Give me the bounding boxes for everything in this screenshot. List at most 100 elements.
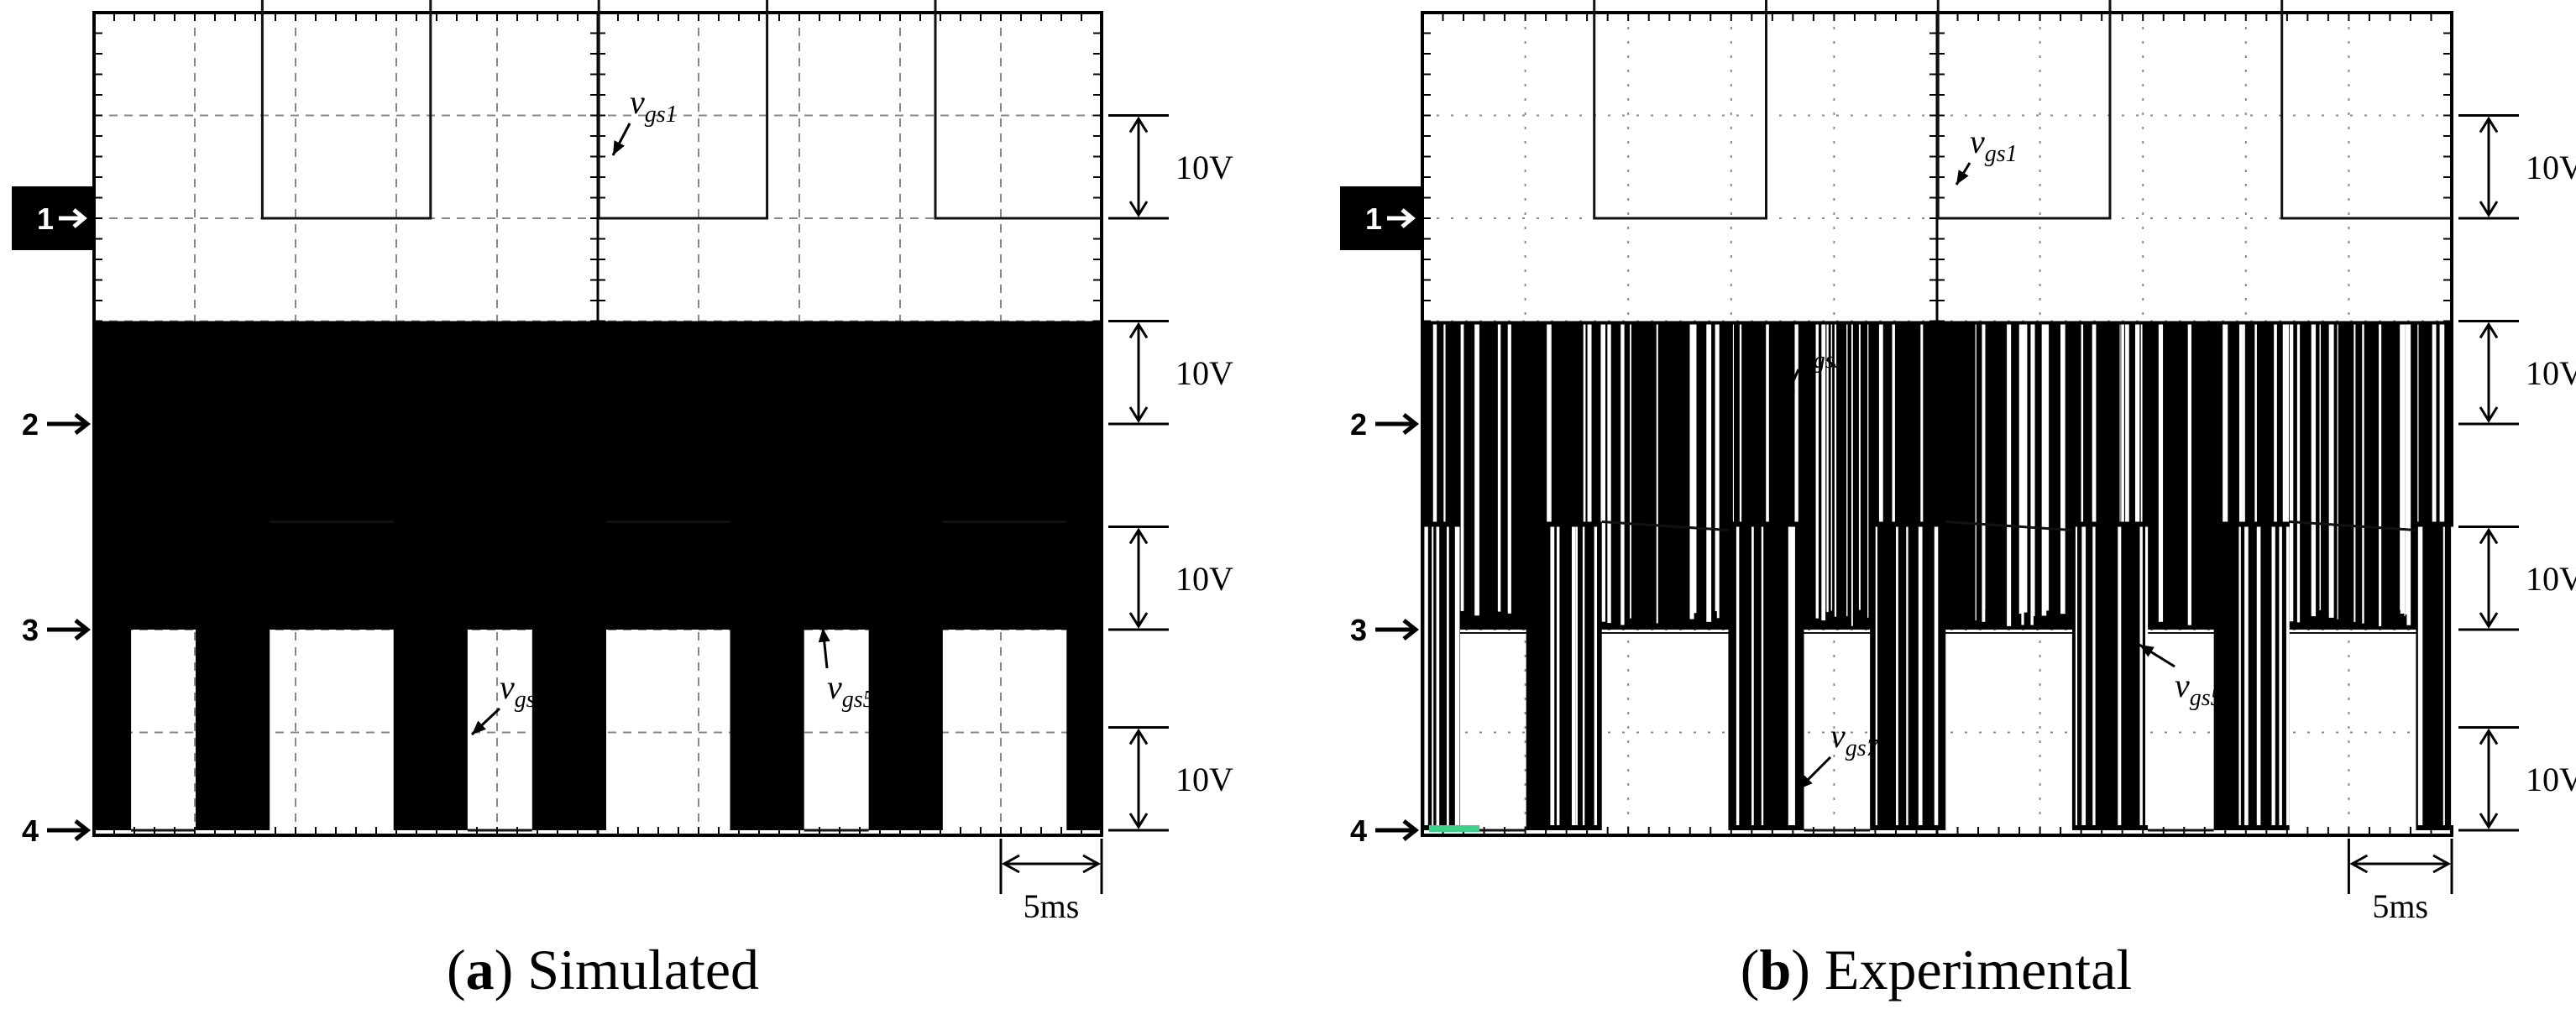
pwm-gap xyxy=(2285,526,2290,825)
amplitude-scale: 10V xyxy=(1108,114,1233,220)
channel-2-marker: 2 xyxy=(22,407,92,442)
pwm-gap xyxy=(1766,324,1769,626)
signal-symbol: v xyxy=(1798,329,1814,367)
amplitude-scale-label: 10V xyxy=(1175,354,1233,392)
panel-caption: (a) Simulated xyxy=(447,938,759,1001)
pwm-gap xyxy=(1607,324,1611,624)
signal-subscript: gs7 xyxy=(515,687,548,713)
pwm-gap xyxy=(2032,324,2035,617)
amplitude-scale-label: 10V xyxy=(1175,560,1233,598)
pwm-gap xyxy=(2023,324,2028,613)
pwm-gap xyxy=(1460,324,1464,611)
pwm-gap xyxy=(1550,526,1555,825)
pwm-gap xyxy=(1830,324,1833,611)
pwm-gap xyxy=(1896,526,1898,825)
pwm-gap xyxy=(1443,324,1446,621)
pwm-gap xyxy=(2140,324,2143,614)
pwm-gap xyxy=(2125,324,2129,626)
pwm-gap xyxy=(2353,324,2356,622)
arrowhead-icon xyxy=(1798,775,1813,789)
double-arrow-icon xyxy=(1128,116,1149,217)
pwm-gap xyxy=(2139,526,2143,825)
caption-open: ( xyxy=(1741,938,1760,1001)
pwm-gap xyxy=(1906,526,1908,825)
pwm-gap xyxy=(1557,526,1560,825)
pwm-gap xyxy=(1851,324,1853,626)
amplitude-scale: 10V xyxy=(2458,526,2576,631)
pwm-gap xyxy=(2432,324,2437,625)
pwm-gap xyxy=(2092,324,2097,610)
pwm-gap xyxy=(2145,526,2149,825)
pwm-gap xyxy=(2254,324,2257,615)
signal-subscript: gs5 xyxy=(2190,685,2223,711)
amplitude-scale: 10V xyxy=(2458,320,2576,426)
pwm-gap xyxy=(1656,324,1658,624)
arrowhead-icon xyxy=(818,628,830,643)
pwm-gap xyxy=(1791,526,1795,825)
pwm-gap xyxy=(2224,324,2228,618)
pwm-gap xyxy=(1975,324,1977,621)
arrowhead-icon xyxy=(2139,645,2155,657)
series-vgs7 xyxy=(1422,520,2456,832)
arrow-right-icon xyxy=(1375,619,1420,641)
pwm-gap xyxy=(1788,526,1791,825)
waveform-trace xyxy=(1945,520,2073,531)
pwm-gap xyxy=(1751,526,1754,825)
pwm-gap xyxy=(1934,526,1939,825)
signal-label: vgs1 xyxy=(1970,123,2018,167)
pwm-gap xyxy=(2081,526,2086,825)
pwm-gap xyxy=(1858,324,1861,610)
panel-caption: (b) Experimental xyxy=(1741,938,2132,1001)
signal-subscript: gs1 xyxy=(1985,141,2018,167)
pwm-gap xyxy=(1583,324,1586,610)
pwm-gap xyxy=(1432,324,1437,617)
pwm-burst-block xyxy=(1066,521,1102,830)
pwm-gap xyxy=(2223,324,2226,615)
pwm-gap xyxy=(1447,526,1449,825)
pwm-gap xyxy=(2405,324,2409,614)
pwm-gap xyxy=(1432,526,1434,825)
signal-symbol: v xyxy=(630,83,645,121)
time-scale: 5ms xyxy=(2347,839,2453,925)
pwm-gap xyxy=(2400,324,2405,614)
signal-label: vgs3 xyxy=(1798,329,1846,374)
pwm-gap xyxy=(1436,526,1440,825)
arrow-right-icon xyxy=(1375,819,1420,841)
amplitude-scale-label: 10V xyxy=(2526,149,2576,186)
pwm-gap xyxy=(1875,526,1877,825)
pwm-gap xyxy=(1454,526,1459,825)
signal-subscript: gs3 xyxy=(1814,348,1846,374)
pwm-gap xyxy=(2274,324,2277,619)
signal-label: vgs7 xyxy=(500,668,548,713)
pwm-gap xyxy=(1594,526,1598,825)
pwm-gap xyxy=(2282,324,2288,614)
signal-label-vgs7: vgs7 xyxy=(1797,717,1879,791)
pwm-gap xyxy=(1582,526,1585,825)
channel-3-marker: 3 xyxy=(1350,613,1420,647)
pwm-burst-block xyxy=(393,521,468,830)
arrowhead-icon xyxy=(472,720,486,735)
pwm-gap xyxy=(1982,324,1986,622)
pwm-gap xyxy=(1630,324,1631,619)
amplitude-scale-label: 10V xyxy=(2526,761,2576,798)
pwm-gap xyxy=(2092,526,2096,825)
pwm-gap xyxy=(2328,324,2334,618)
channel-marker-label: 3 xyxy=(22,613,39,647)
double-arrow-icon xyxy=(1001,854,1102,874)
pwm-gap xyxy=(2119,324,2121,614)
channel-marker-label: 3 xyxy=(1350,613,1367,647)
pwm-burst-block xyxy=(868,521,943,830)
pwm-gap xyxy=(2075,526,2078,825)
signal-symbol: v xyxy=(1830,717,1846,755)
pwm-gap xyxy=(2018,324,2024,614)
pwm-gap xyxy=(1689,324,1694,620)
amplitude-scale: 10V xyxy=(2458,726,2576,832)
caption-open: ( xyxy=(447,938,466,1001)
pwm-gap xyxy=(1736,526,1740,825)
pwm-gap xyxy=(1846,324,1848,616)
pwm-gap xyxy=(1715,324,1719,612)
signal-label-vgs1: vgs1 xyxy=(611,83,678,156)
pwm-gap xyxy=(1571,526,1576,825)
pwm-gap xyxy=(2256,526,2261,825)
